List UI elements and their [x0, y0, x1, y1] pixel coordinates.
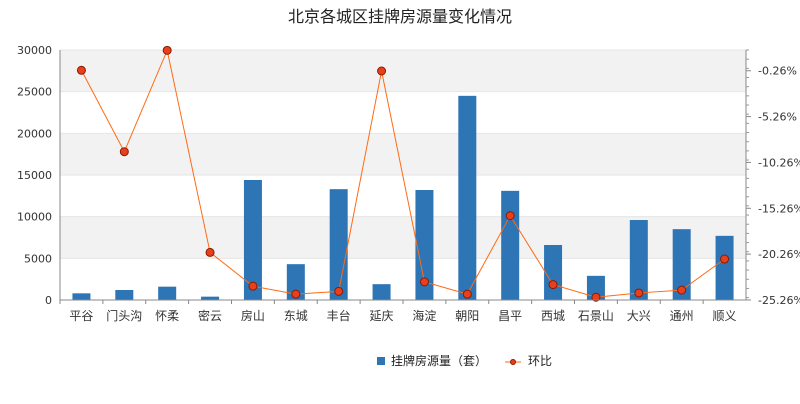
line-point — [334, 286, 344, 296]
bar-series — [72, 95, 734, 300]
y-left-tick-label: 0 — [45, 294, 52, 307]
line-point — [634, 288, 644, 298]
bar — [629, 220, 648, 300]
y-right-tick-label: -15.26% — [758, 202, 800, 215]
bar — [201, 296, 220, 300]
x-axis-ticks: 平谷 门头沟 怀柔 密云 房山 东城 丰台 延庆 海淀 朝阳 昌平 西城 石景山 大兴 通州 顺义 — [59, 300, 737, 323]
x-tick-label: 延庆 — [370, 309, 394, 323]
x-tick-label: 通州 — [670, 309, 694, 323]
line-point — [205, 247, 215, 257]
x-tick-label: 朝阳 — [455, 309, 479, 323]
bar — [501, 190, 520, 300]
legend: 挂牌房源量（套） 环比 — [377, 353, 552, 368]
bar — [715, 235, 734, 300]
y-left-tick-label: 15000 — [17, 169, 52, 182]
line-point — [505, 211, 515, 221]
x-tick-label: 西城 — [541, 309, 565, 323]
line-point — [162, 45, 172, 55]
y-left-tick-label: 30000 — [17, 44, 52, 57]
bar — [329, 189, 348, 300]
line-point — [119, 147, 129, 157]
x-tick-label: 怀柔 — [155, 309, 179, 323]
y-right-tick-label: -10.26% — [758, 156, 800, 169]
y-left-tick-label: 10000 — [17, 211, 52, 224]
line-point — [419, 277, 429, 287]
x-tick-label: 海淀 — [412, 308, 436, 323]
legend-bar-swatch — [377, 357, 385, 365]
y-left-tick-label: 20000 — [17, 127, 52, 140]
y-right-tick-label: -25.26% — [758, 294, 800, 307]
chart-title: 北京各城区挂牌房源量变化情况 — [288, 7, 512, 26]
line-point — [591, 292, 601, 302]
line-path — [80, 48, 725, 298]
x-tick-label: 密云 — [198, 308, 222, 323]
legend-line-marker — [510, 359, 516, 365]
bar — [286, 264, 305, 300]
y-left-tick-label: 5000 — [24, 252, 52, 265]
y-right-tick-label: -0.26% — [758, 65, 797, 78]
x-tick-label: 房山 — [241, 308, 265, 323]
line-point — [677, 285, 687, 295]
x-tick-label: 大兴 — [627, 309, 651, 323]
bar — [672, 229, 691, 300]
x-tick-label: 石景山 — [578, 309, 614, 323]
bar — [586, 275, 605, 300]
bar — [72, 293, 91, 300]
x-tick-label: 昌平 — [498, 309, 522, 323]
bar — [372, 284, 391, 300]
left-axis-ticks: 0 5000 10000 15000 20000 25000 30000 — [17, 44, 52, 307]
plot-band — [60, 50, 746, 92]
plot-band — [60, 133, 746, 175]
x-tick-label: 门头沟 — [106, 308, 142, 323]
line-series — [76, 45, 730, 302]
bar — [115, 290, 134, 300]
line-point — [76, 65, 86, 75]
line-point — [462, 289, 472, 299]
right-axis-ticks: -0.26% -5.26% -10.26% -15.26% -20.26% -25.26% — [746, 49, 800, 307]
y-right-tick-label: -5.26% — [758, 111, 797, 124]
bar — [243, 180, 262, 300]
bar — [415, 190, 434, 300]
bar — [458, 95, 477, 300]
line-point — [291, 289, 301, 299]
legend-line-label: 环比 — [528, 354, 552, 368]
bar — [544, 245, 563, 300]
legend-bar-label: 挂牌房源量（套） — [391, 353, 487, 368]
line-point — [377, 66, 387, 76]
x-tick-label: 顺义 — [713, 309, 737, 323]
x-tick-label: 东城 — [284, 309, 308, 323]
line-point — [548, 280, 558, 290]
y-right-tick-label: -20.26% — [758, 248, 800, 261]
bar — [158, 286, 177, 300]
y-left-tick-label: 25000 — [17, 86, 52, 99]
x-tick-label: 丰台 — [327, 308, 351, 323]
line-point — [248, 281, 258, 291]
x-tick-label: 平谷 — [69, 309, 93, 323]
line-point — [720, 254, 730, 264]
